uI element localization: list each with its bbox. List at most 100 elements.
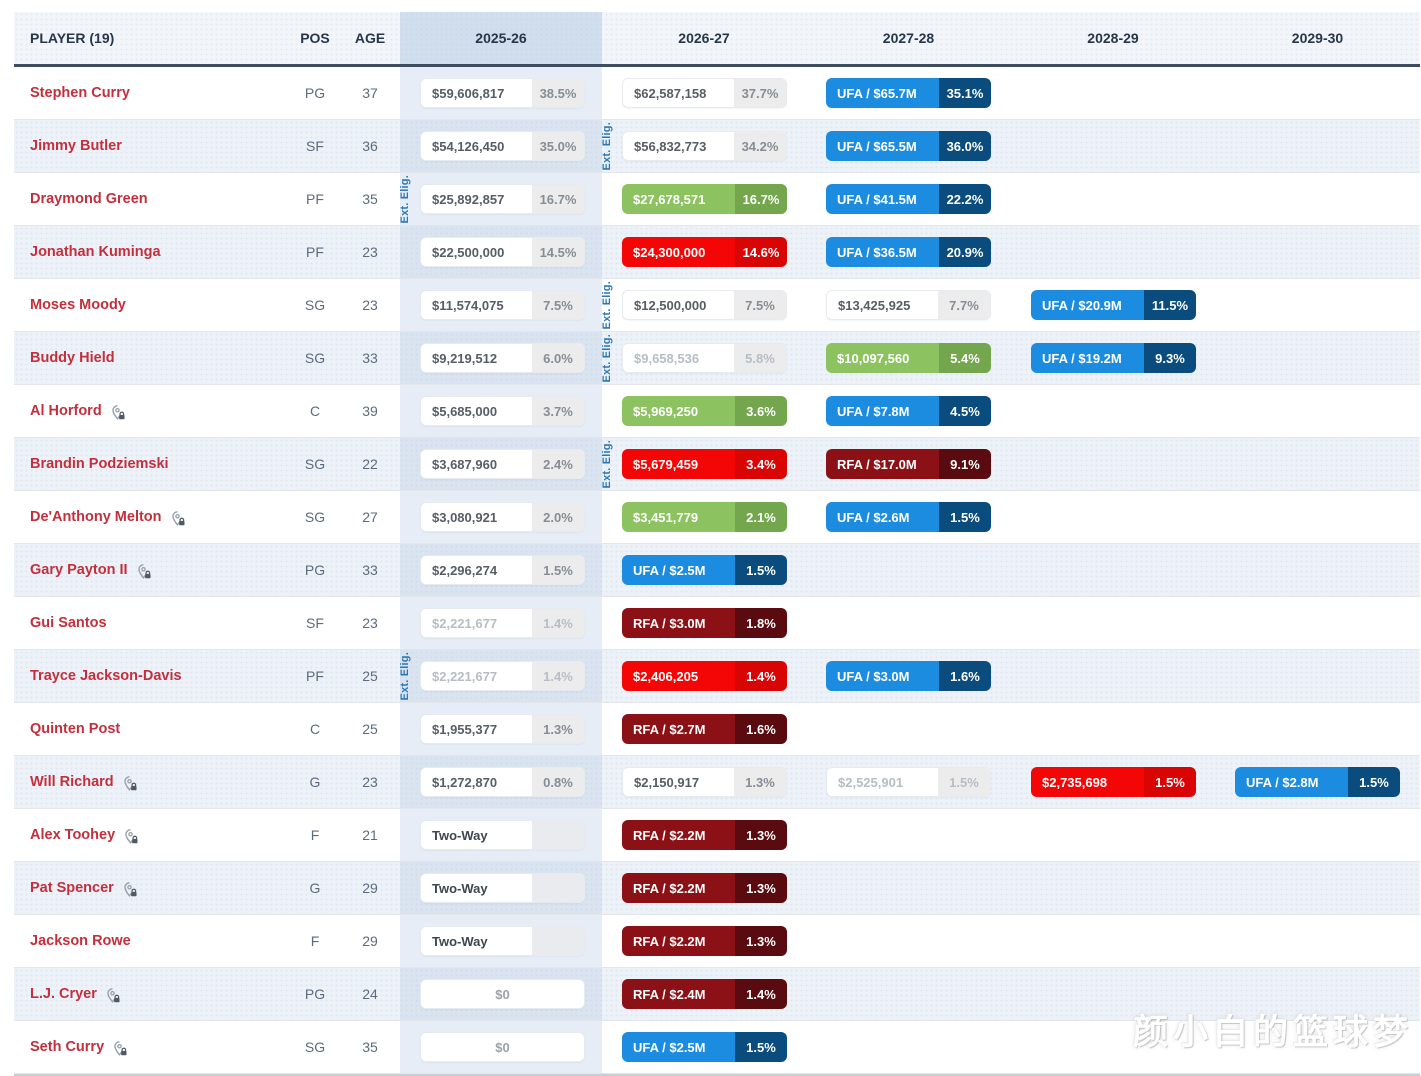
cap-percent: 34.2% [734,132,786,160]
season-cell: $3,080,921 2.0% [400,491,602,543]
player-position: G [309,774,321,790]
cap-percent: 1.3% [735,820,787,850]
season-cell: Ext. Elig. $2,221,677 1.4% [400,650,602,702]
cap-percent [532,874,584,902]
header-season-2026-27[interactable]: 2026-27 [678,30,730,46]
salary-chip: $2,221,677 1.4% [420,661,585,691]
cap-percent: 1.5% [1348,767,1400,797]
season-cell: RFA / $17.0M 9.1% [806,438,1011,490]
player-name[interactable]: Seth Curry [30,1039,105,1055]
salary-value: UFA / $19.2M [1031,343,1144,373]
watermark: 颜小白的篮球梦 [1132,1013,1413,1052]
player-name[interactable]: Moses Moody [30,297,126,313]
player-age: 37 [362,85,378,101]
player-name[interactable]: Trayce Jackson-Davis [30,668,182,684]
salary-value: $56,832,773 [634,138,707,154]
season-cell [1215,809,1420,861]
player-name[interactable]: Stephen Curry [30,85,130,101]
cap-percent: 9.3% [1144,343,1196,373]
player-name[interactable]: L.J. Cryer [30,986,97,1002]
player-name[interactable]: Draymond Green [30,191,148,207]
player-position: PG [304,562,326,578]
salary-chip: RFA / $2.2M 1.3% [622,820,787,850]
salary-chip: $62,587,158 37.7% [622,78,787,108]
season-cell: UFA / $65.7M 35.1% [806,67,1011,119]
player-cell: De'Anthony Melton [14,491,290,543]
salary-value: $22,500,000 [432,244,505,260]
header-season-2029-30[interactable]: 2029-30 [1291,30,1344,46]
player-name[interactable]: Jimmy Butler [30,138,122,154]
table-body: Stephen Curry PG 37 $59,606,817 38.5% $62,587… [14,67,1420,1076]
salary-value: $5,685,000 [432,403,498,419]
ext-elig-label: Ext. Elig. [602,334,613,383]
season-cell [1215,438,1420,490]
season-cell: $2,525,901 1.5% [806,756,1011,808]
player-name[interactable]: Brandin Podziemski [30,456,169,472]
player-age: 33 [362,562,378,578]
player-name[interactable]: Jonathan Kuminga [30,244,161,260]
salary-value: $2,525,901 [838,774,904,790]
season-cell [1011,809,1215,861]
salary-chip: UFA / $65.7M 35.1% [826,78,991,108]
salary-value: UFA / $2.6M [826,502,939,532]
player-name[interactable]: Will Richard [30,774,114,790]
salary-value: UFA / $20.9M [1031,290,1144,320]
player-age: 25 [362,721,378,737]
player-name[interactable]: Quinten Post [30,721,121,737]
season-cell: Ext. Elig. $25,892,857 16.7% [400,173,602,225]
season-cell: RFA / $2.7M 1.6% [602,703,806,755]
player-name[interactable]: Gary Payton II [30,562,128,578]
season-cell [1011,544,1215,596]
player-name[interactable]: De'Anthony Melton [30,509,162,525]
salary-chip: UFA / $36.5M 20.9% [826,237,991,267]
salary-chip: $56,832,773 34.2% [622,131,787,161]
header-player[interactable]: PLAYER (19) [30,30,115,46]
cap-percent: 4.5% [939,396,991,426]
season-cell: UFA / $36.5M 20.9% [806,226,1011,278]
player-cell: L.J. Cryer [14,968,290,1020]
player-name[interactable]: Alex Toohey [30,827,116,843]
cap-percent: 1.6% [939,661,991,691]
salary-value: $62,587,158 [634,85,707,101]
salary-value: $12,500,000 [634,297,707,313]
salary-chip: $10,097,560 5.4% [826,343,991,373]
season-cell [1215,67,1420,119]
season-cell [1215,332,1420,384]
player-position: SF [306,138,324,154]
season-cell [1011,597,1215,649]
header-season-2028-29[interactable]: 2028-29 [1087,30,1139,46]
salary-value: $5,679,459 [622,449,735,479]
player-name[interactable]: Pat Spencer [30,880,114,896]
table-header: PLAYER (19) POS AGE 2025-26 2026-27 2027… [14,12,1420,67]
cap-percent: 14.6% [735,237,787,267]
header-pos[interactable]: POS [300,30,330,46]
cap-percent: 7.7% [938,291,990,319]
cap-percent: 1.3% [532,715,584,743]
player-name[interactable]: Gui Santos [30,615,107,631]
salary-chip: $0 [420,1032,585,1062]
player-position: PF [306,191,324,207]
season-cell: $1,955,377 1.3% [400,703,602,755]
season-cell: RFA / $2.2M 1.3% [602,809,806,861]
cap-percent: 1.3% [735,873,787,903]
season-cell: UFA / $2.8M 1.5% [1215,756,1420,808]
header-season-2025-26[interactable]: 2025-26 [400,12,602,64]
player-name[interactable]: Jackson Rowe [30,933,131,949]
player-name[interactable]: Al Horford [30,403,102,419]
player-name[interactable]: Buddy Hield [30,350,115,366]
header-age[interactable]: AGE [354,30,386,46]
cap-percent: 11.5% [1144,290,1196,320]
player-age: 33 [362,350,378,366]
cap-percent: 16.7% [532,185,584,213]
season-cell: $5,969,250 3.6% [602,385,806,437]
cap-percent: 1.4% [735,979,787,1009]
header-season-2027-28[interactable]: 2027-28 [882,30,935,46]
salary-value: $9,219,512 [432,350,498,366]
salary-value: $2,221,677 [432,668,498,684]
player-age: 21 [362,827,378,843]
table-row: De'Anthony Melton SG 27 $3,080,921 2.0% $3,45… [14,491,1420,544]
table-row: Brandin Podziemski SG 22 $3,687,960 2.4% Ext.… [14,438,1420,491]
season-cell [1215,226,1420,278]
salary-value: $1,955,377 [432,721,498,737]
player-cell: Seth Curry [14,1021,290,1073]
